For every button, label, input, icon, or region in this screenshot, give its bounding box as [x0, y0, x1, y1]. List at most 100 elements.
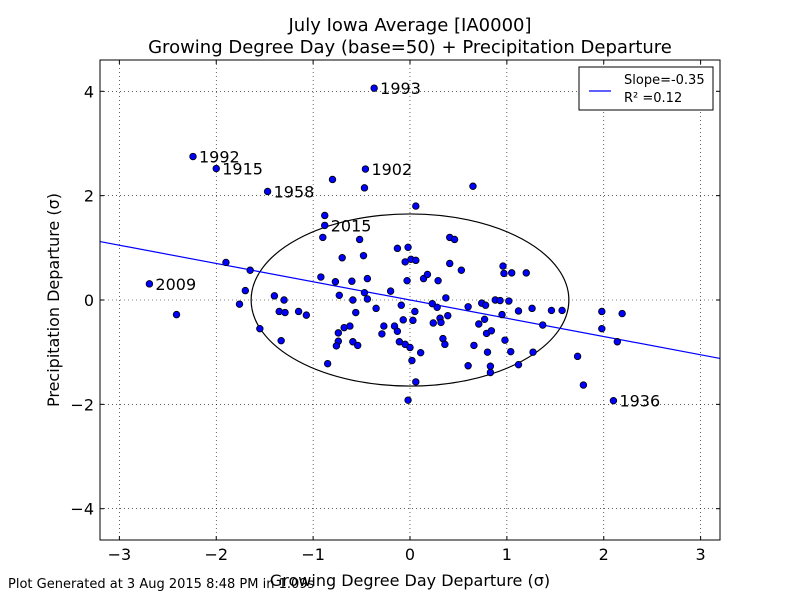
data-point: [505, 297, 513, 305]
data-point: [469, 182, 477, 190]
data-point: [539, 321, 547, 329]
data-point: [404, 396, 412, 404]
x-tick-label: 3: [696, 545, 706, 564]
y-tick-label: 4: [84, 82, 94, 101]
data-point: [172, 310, 181, 319]
data-point: [496, 296, 504, 305]
data-point: [486, 368, 495, 377]
year-label: 1992: [199, 148, 240, 167]
data-point: [334, 329, 343, 337]
data-point: [323, 359, 332, 368]
x-tick-label: 1: [502, 545, 512, 564]
x-tick-label: 2: [599, 545, 609, 564]
data-point: [145, 280, 154, 288]
data-point: [256, 324, 264, 333]
data-point: [434, 276, 442, 285]
data-point: [522, 269, 530, 277]
y-tick-label: −2: [70, 395, 94, 414]
data-point: [321, 211, 329, 220]
data-point: [470, 341, 478, 350]
data-point: [353, 341, 362, 350]
data-point: [483, 348, 492, 356]
data-point: [222, 258, 230, 267]
data-point: [501, 336, 509, 344]
data-point: [412, 378, 420, 386]
data-point: [528, 304, 536, 313]
year-label: 1958: [274, 182, 315, 201]
chart-subtitle: Growing Degree Day (base=50) + Precipita…: [148, 37, 672, 58]
data-point: [404, 243, 412, 252]
legend-box: [578, 66, 714, 111]
data-point: [514, 307, 523, 315]
data-point: [241, 286, 250, 295]
data-point: [302, 311, 311, 319]
data-point: [340, 323, 348, 332]
data-point: [487, 327, 496, 335]
data-point: [319, 233, 327, 242]
x-tick-label: −1: [301, 545, 325, 564]
data-point: [246, 266, 254, 274]
data-point: [529, 348, 537, 356]
legend-slope-text: Slope=-0.35: [624, 73, 705, 88]
data-point: [332, 342, 341, 350]
ellipse-layer: [250, 213, 570, 387]
data-point: [499, 262, 507, 270]
data-point: [372, 304, 380, 313]
data-point: [378, 330, 386, 338]
data-point: [338, 254, 346, 262]
data-point: [331, 278, 340, 286]
data-point: [457, 266, 466, 274]
axis-ticks: −3 −2 −1 0 1 2 3 −4 −2 0 2 4: [70, 60, 720, 564]
data-point: [500, 269, 508, 278]
y-tick-label: 2: [84, 187, 94, 206]
data-point: [397, 301, 405, 309]
data-point: [406, 343, 414, 352]
legend-r2-text: R² =0.12: [624, 91, 682, 106]
data-point: [393, 244, 402, 253]
data-point: [498, 310, 506, 319]
y-axis-label: Precipitation Departure (σ): [44, 193, 63, 407]
data-point: [349, 296, 357, 304]
data-point: [281, 308, 289, 317]
data-point: [437, 318, 445, 327]
data-point: [442, 294, 450, 302]
data-point: [363, 274, 372, 283]
data-point: [270, 292, 279, 300]
data-point: [412, 256, 420, 265]
data-points: [145, 84, 626, 405]
data-point: [412, 202, 420, 210]
legend: Slope=-0.35 R² =0.12: [578, 66, 714, 111]
data-point: [429, 319, 437, 327]
data-point: [361, 165, 370, 173]
data-point: [321, 221, 329, 230]
year-label: 1915: [222, 160, 263, 179]
data-point: [579, 381, 588, 389]
data-point: [446, 259, 454, 268]
y-tick-label: −4: [70, 500, 94, 519]
data-point: [352, 308, 360, 317]
data-point: [317, 273, 325, 281]
data-point: [408, 356, 416, 365]
data-point: [349, 338, 357, 346]
data-point: [263, 187, 272, 196]
data-point: [464, 303, 472, 311]
data-point: [441, 340, 449, 349]
data-point: [277, 336, 285, 345]
data-point: [514, 360, 523, 369]
data-point: [450, 235, 459, 244]
x-axis-label: Growing Degree Day Departure (σ): [270, 571, 550, 590]
year-label: 2009: [155, 275, 196, 294]
data-point: [294, 307, 303, 316]
data-point: [480, 315, 489, 324]
data-point: [618, 309, 626, 318]
data-point: [386, 287, 395, 295]
data-point: [547, 306, 556, 315]
data-point: [507, 347, 515, 356]
x-tick-label: −2: [204, 545, 228, 564]
data-point: [423, 270, 432, 279]
data-point: [433, 303, 441, 312]
data-point: [475, 320, 483, 328]
year-label: 1936: [619, 392, 660, 411]
